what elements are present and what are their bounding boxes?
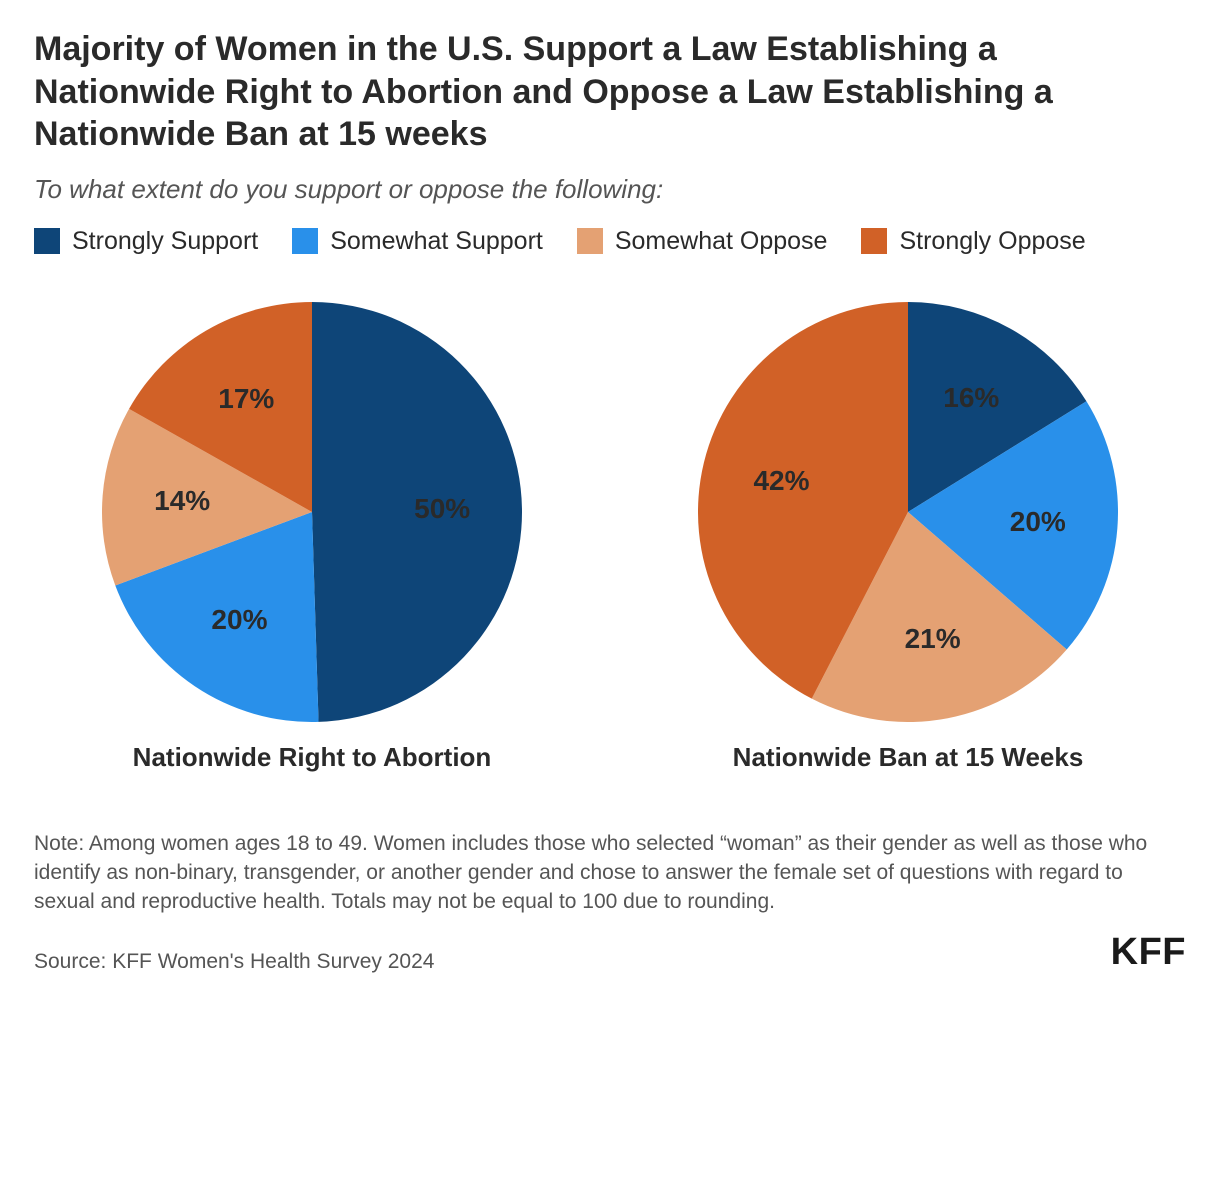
chart-caption: Nationwide Ban at 15 Weeks	[733, 742, 1084, 773]
legend: Strongly Support Somewhat Support Somewhat…	[34, 227, 1186, 256]
survey-question: To what extent do you support or oppose …	[34, 174, 1186, 205]
chart-column: 16%20%21%42% Nationwide Ban at 15 Weeks	[698, 302, 1118, 773]
pie-chart: 50%20%14%17%	[102, 302, 522, 722]
brand-logo: KFF	[1111, 931, 1186, 974]
source-text: Source: KFF Women's Health Survey 2024	[34, 950, 434, 974]
page-title: Majority of Women in the U.S. Support a …	[34, 28, 1186, 156]
legend-item: Strongly Support	[34, 227, 258, 256]
legend-label: Somewhat Support	[330, 227, 543, 256]
charts-row: 50%20%14%17% Nationwide Right to Abortion…	[34, 302, 1186, 773]
footnote: Note: Among women ages 18 to 49. Women i…	[34, 829, 1186, 917]
legend-item: Strongly Oppose	[861, 227, 1085, 256]
legend-label: Somewhat Oppose	[615, 227, 828, 256]
legend-item: Somewhat Oppose	[577, 227, 828, 256]
legend-item: Somewhat Support	[292, 227, 543, 256]
chart-column: 50%20%14%17% Nationwide Right to Abortion	[102, 302, 522, 773]
pie-chart: 16%20%21%42%	[698, 302, 1118, 722]
legend-swatch	[292, 228, 318, 254]
pie-slice	[312, 302, 522, 722]
legend-label: Strongly Support	[72, 227, 258, 256]
footer-row: Source: KFF Women's Health Survey 2024 K…	[34, 931, 1186, 974]
legend-label: Strongly Oppose	[899, 227, 1085, 256]
chart-caption: Nationwide Right to Abortion	[133, 742, 492, 773]
legend-swatch	[577, 228, 603, 254]
legend-swatch	[861, 228, 887, 254]
legend-swatch	[34, 228, 60, 254]
